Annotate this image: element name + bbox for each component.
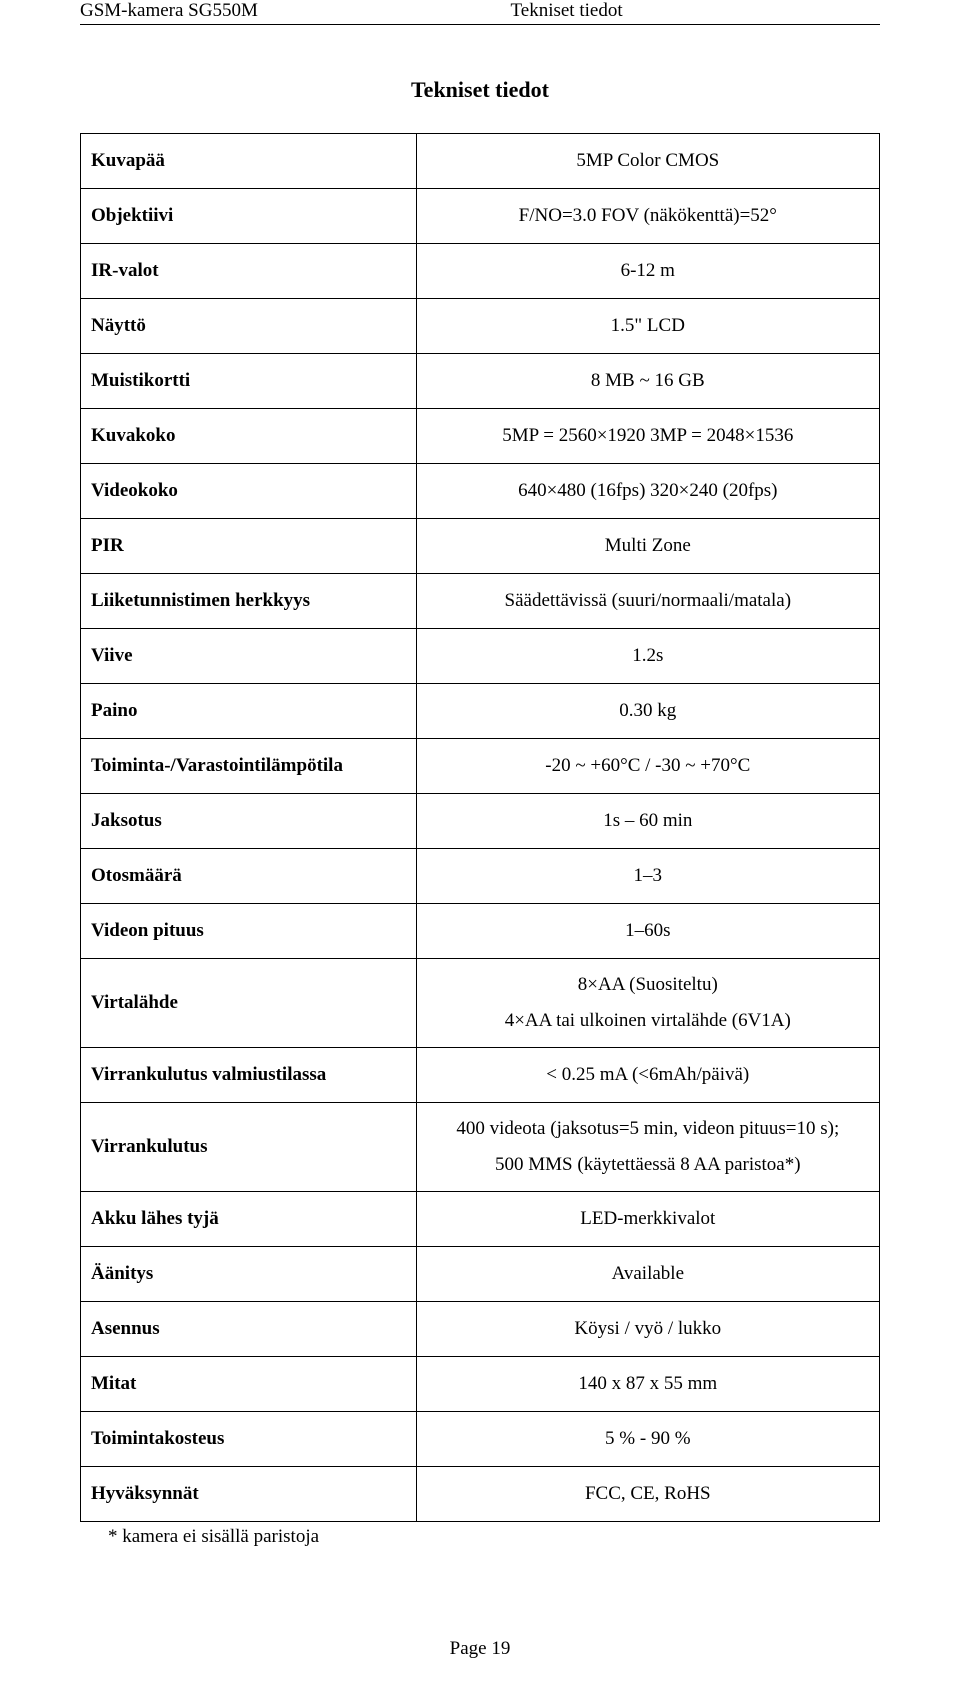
spec-key: Videokoko bbox=[81, 464, 417, 519]
table-row: Liiketunnistimen herkkyysSäädettävissä (… bbox=[81, 574, 880, 629]
spec-value: 400 videota (jaksotus=5 min, videon pitu… bbox=[416, 1103, 879, 1192]
spec-key: Hyväksynnät bbox=[81, 1467, 417, 1522]
spec-key: Viive bbox=[81, 629, 417, 684]
spec-key: Liiketunnistimen herkkyys bbox=[81, 574, 417, 629]
table-row: Videokoko640×480 (16fps) 320×240 (20fps) bbox=[81, 464, 880, 519]
table-row: HyväksynnätFCC, CE, RoHS bbox=[81, 1467, 880, 1522]
spec-value: -20 ~ +60°C / -30 ~ +70°C bbox=[416, 739, 879, 794]
spec-table-body: Kuvapää5MP Color CMOSObjektiiviF/NO=3.0 … bbox=[81, 134, 880, 1522]
spec-key: Mitat bbox=[81, 1357, 417, 1412]
table-row: ObjektiiviF/NO=3.0 FOV (näkökenttä)=52° bbox=[81, 189, 880, 244]
table-row: Kuvakoko5MP = 2560×1920 3MP = 2048×1536 bbox=[81, 409, 880, 464]
spec-value: 8×AA (Suositeltu)4×AA tai ulkoinen virta… bbox=[416, 959, 879, 1048]
spec-value: Säädettävissä (suuri/normaali/matala) bbox=[416, 574, 879, 629]
table-row: Virrankulutus valmiustilassa< 0.25 mA (<… bbox=[81, 1048, 880, 1103]
spec-value: 1.5" LCD bbox=[416, 299, 879, 354]
spec-key: Otosmäärä bbox=[81, 849, 417, 904]
spec-table: Kuvapää5MP Color CMOSObjektiiviF/NO=3.0 … bbox=[80, 133, 880, 1522]
spec-value: 140 x 87 x 55 mm bbox=[416, 1357, 879, 1412]
table-row: Videon pituus1–60s bbox=[81, 904, 880, 959]
spec-value: < 0.25 mA (<6mAh/päivä) bbox=[416, 1048, 879, 1103]
spec-value: 6-12 m bbox=[416, 244, 879, 299]
spec-key: Toimintakosteus bbox=[81, 1412, 417, 1467]
table-row: Mitat140 x 87 x 55 mm bbox=[81, 1357, 880, 1412]
spec-key: Näyttö bbox=[81, 299, 417, 354]
page: GSM-kamera SG550M Tekniset tiedot . Tekn… bbox=[0, 0, 960, 1694]
spec-value: 0.30 kg bbox=[416, 684, 879, 739]
table-row: Näyttö1.5" LCD bbox=[81, 299, 880, 354]
spec-key: Muistikortti bbox=[81, 354, 417, 409]
spec-value: 1–60s bbox=[416, 904, 879, 959]
spec-value: F/NO=3.0 FOV (näkökenttä)=52° bbox=[416, 189, 879, 244]
table-row: AsennusKöysi / vyö / lukko bbox=[81, 1302, 880, 1357]
spec-key: Äänitys bbox=[81, 1247, 417, 1302]
spec-key: Kuvakoko bbox=[81, 409, 417, 464]
table-row: Viive1.2s bbox=[81, 629, 880, 684]
spec-key: Toiminta-/Varastointilämpötila bbox=[81, 739, 417, 794]
spec-key: Virtalähde bbox=[81, 959, 417, 1048]
spec-value: 5 % - 90 % bbox=[416, 1412, 879, 1467]
table-row: ÄänitysAvailable bbox=[81, 1247, 880, 1302]
table-row: Jaksotus1s – 60 min bbox=[81, 794, 880, 849]
table-row: Toimintakosteus5 % - 90 % bbox=[81, 1412, 880, 1467]
table-row: Kuvapää5MP Color CMOS bbox=[81, 134, 880, 189]
spec-key: Jaksotus bbox=[81, 794, 417, 849]
table-row: Paino0.30 kg bbox=[81, 684, 880, 739]
spec-value: LED-merkkivalot bbox=[416, 1192, 879, 1247]
spec-key: Paino bbox=[81, 684, 417, 739]
table-row: PIRMulti Zone bbox=[81, 519, 880, 574]
page-number: Page 19 bbox=[0, 1638, 960, 1660]
spec-value: 1s – 60 min bbox=[416, 794, 879, 849]
spec-key: Videon pituus bbox=[81, 904, 417, 959]
page-header: GSM-kamera SG550M Tekniset tiedot . bbox=[80, 0, 880, 22]
spec-key: PIR bbox=[81, 519, 417, 574]
spec-key: Objektiivi bbox=[81, 189, 417, 244]
page-title: Tekniset tiedot bbox=[80, 77, 880, 103]
spec-key: Kuvapää bbox=[81, 134, 417, 189]
spec-value: FCC, CE, RoHS bbox=[416, 1467, 879, 1522]
table-row: Toiminta-/Varastointilämpötila-20 ~ +60°… bbox=[81, 739, 880, 794]
spec-key: Akku lähes tyjä bbox=[81, 1192, 417, 1247]
header-center: Tekniset tiedot bbox=[510, 0, 622, 22]
spec-value: 5MP Color CMOS bbox=[416, 134, 879, 189]
spec-value: 8 MB ~ 16 GB bbox=[416, 354, 879, 409]
spec-key: Virrankulutus valmiustilassa bbox=[81, 1048, 417, 1103]
spec-value: 1.2s bbox=[416, 629, 879, 684]
spec-value: 1–3 bbox=[416, 849, 879, 904]
spec-value: 5MP = 2560×1920 3MP = 2048×1536 bbox=[416, 409, 879, 464]
spec-key: IR-valot bbox=[81, 244, 417, 299]
spec-value: Available bbox=[416, 1247, 879, 1302]
spec-key: Asennus bbox=[81, 1302, 417, 1357]
spec-value: Multi Zone bbox=[416, 519, 879, 574]
spec-value: 640×480 (16fps) 320×240 (20fps) bbox=[416, 464, 879, 519]
table-row: Virrankulutus400 videota (jaksotus=5 min… bbox=[81, 1103, 880, 1192]
header-left: GSM-kamera SG550M bbox=[80, 0, 258, 22]
spec-value: Köysi / vyö / lukko bbox=[416, 1302, 879, 1357]
table-row: Otosmäärä1–3 bbox=[81, 849, 880, 904]
table-row: IR-valot6-12 m bbox=[81, 244, 880, 299]
spec-key: Virrankulutus bbox=[81, 1103, 417, 1192]
header-rule bbox=[80, 24, 880, 25]
table-row: Muistikortti8 MB ~ 16 GB bbox=[81, 354, 880, 409]
table-row: Virtalähde8×AA (Suositeltu)4×AA tai ulko… bbox=[81, 959, 880, 1048]
footnote: * kamera ei sisällä paristoja bbox=[80, 1526, 880, 1548]
table-row: Akku lähes tyjäLED-merkkivalot bbox=[81, 1192, 880, 1247]
